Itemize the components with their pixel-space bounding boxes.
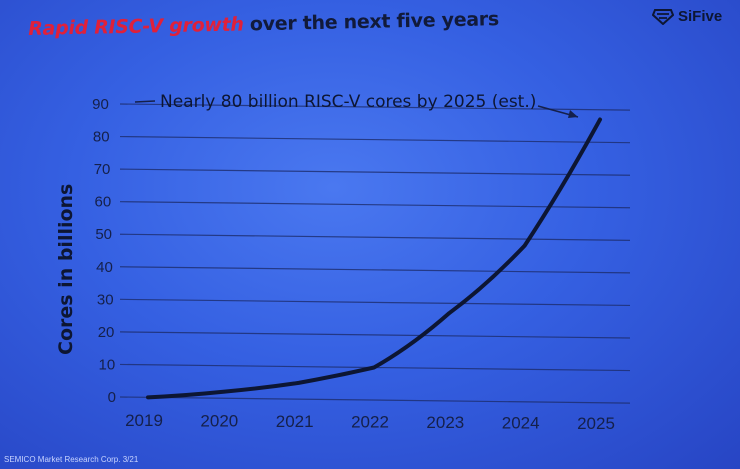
x-tick-labels: 2019 2020 2021 2022 2023 2024 2025	[125, 411, 615, 433]
grid-line	[119, 298, 631, 307]
annotation-leader-line	[134, 100, 156, 103]
grid-line	[119, 331, 631, 339]
grid-lines	[119, 103, 631, 404]
annotation-arrowhead-icon	[568, 110, 578, 118]
data-points	[146, 118, 602, 399]
x-tick-label: 2024	[502, 413, 540, 432]
y-tick-label: 10	[99, 356, 116, 373]
x-tick-label: 2023	[426, 413, 464, 432]
annotation-text: Nearly 80 billion RISC-V cores by 2025 (…	[160, 92, 536, 112]
y-tick-label: 90	[92, 96, 109, 113]
grid-line	[119, 233, 631, 241]
data-point	[447, 311, 451, 315]
y-tick-label: 70	[94, 161, 111, 178]
data-point	[372, 365, 376, 369]
grid-line	[119, 396, 631, 404]
data-point	[598, 118, 602, 122]
sifive-logo: SiFive	[652, 8, 722, 25]
x-tick-label: 2025	[577, 414, 615, 433]
grid-line	[119, 103, 631, 111]
x-tick-label: 2020	[200, 412, 238, 431]
y-tick-label: 80	[93, 129, 110, 146]
grid-line	[119, 135, 631, 144]
series-line	[146, 117, 602, 400]
grid-line	[119, 266, 631, 274]
x-tick-label: 2022	[351, 413, 389, 432]
y-tick-label: 50	[95, 226, 112, 243]
x-tick-label: 2021	[276, 412, 314, 431]
y-tick-label: 0	[108, 389, 116, 406]
sifive-mark-icon	[652, 8, 674, 25]
grid-line	[119, 201, 631, 209]
grid-line	[119, 168, 631, 176]
data-point	[297, 381, 301, 385]
y-tick-label: 60	[95, 194, 112, 211]
data-point	[221, 390, 225, 394]
logo-text: SiFive	[678, 8, 723, 25]
y-tick-label: 40	[96, 259, 113, 276]
y-tick-label: 30	[97, 291, 114, 308]
y-tick-label: 20	[98, 324, 115, 341]
data-point	[523, 244, 527, 248]
y-tick-labels: 0 10 20 30 40 50 60 70 80 90	[92, 96, 116, 406]
source-note: SEMICO Market Research Corp. 3/21	[4, 455, 139, 464]
x-tick-label: 2019	[125, 411, 163, 430]
y-axis-label: Cores in billions	[55, 184, 77, 355]
data-point	[146, 395, 150, 399]
